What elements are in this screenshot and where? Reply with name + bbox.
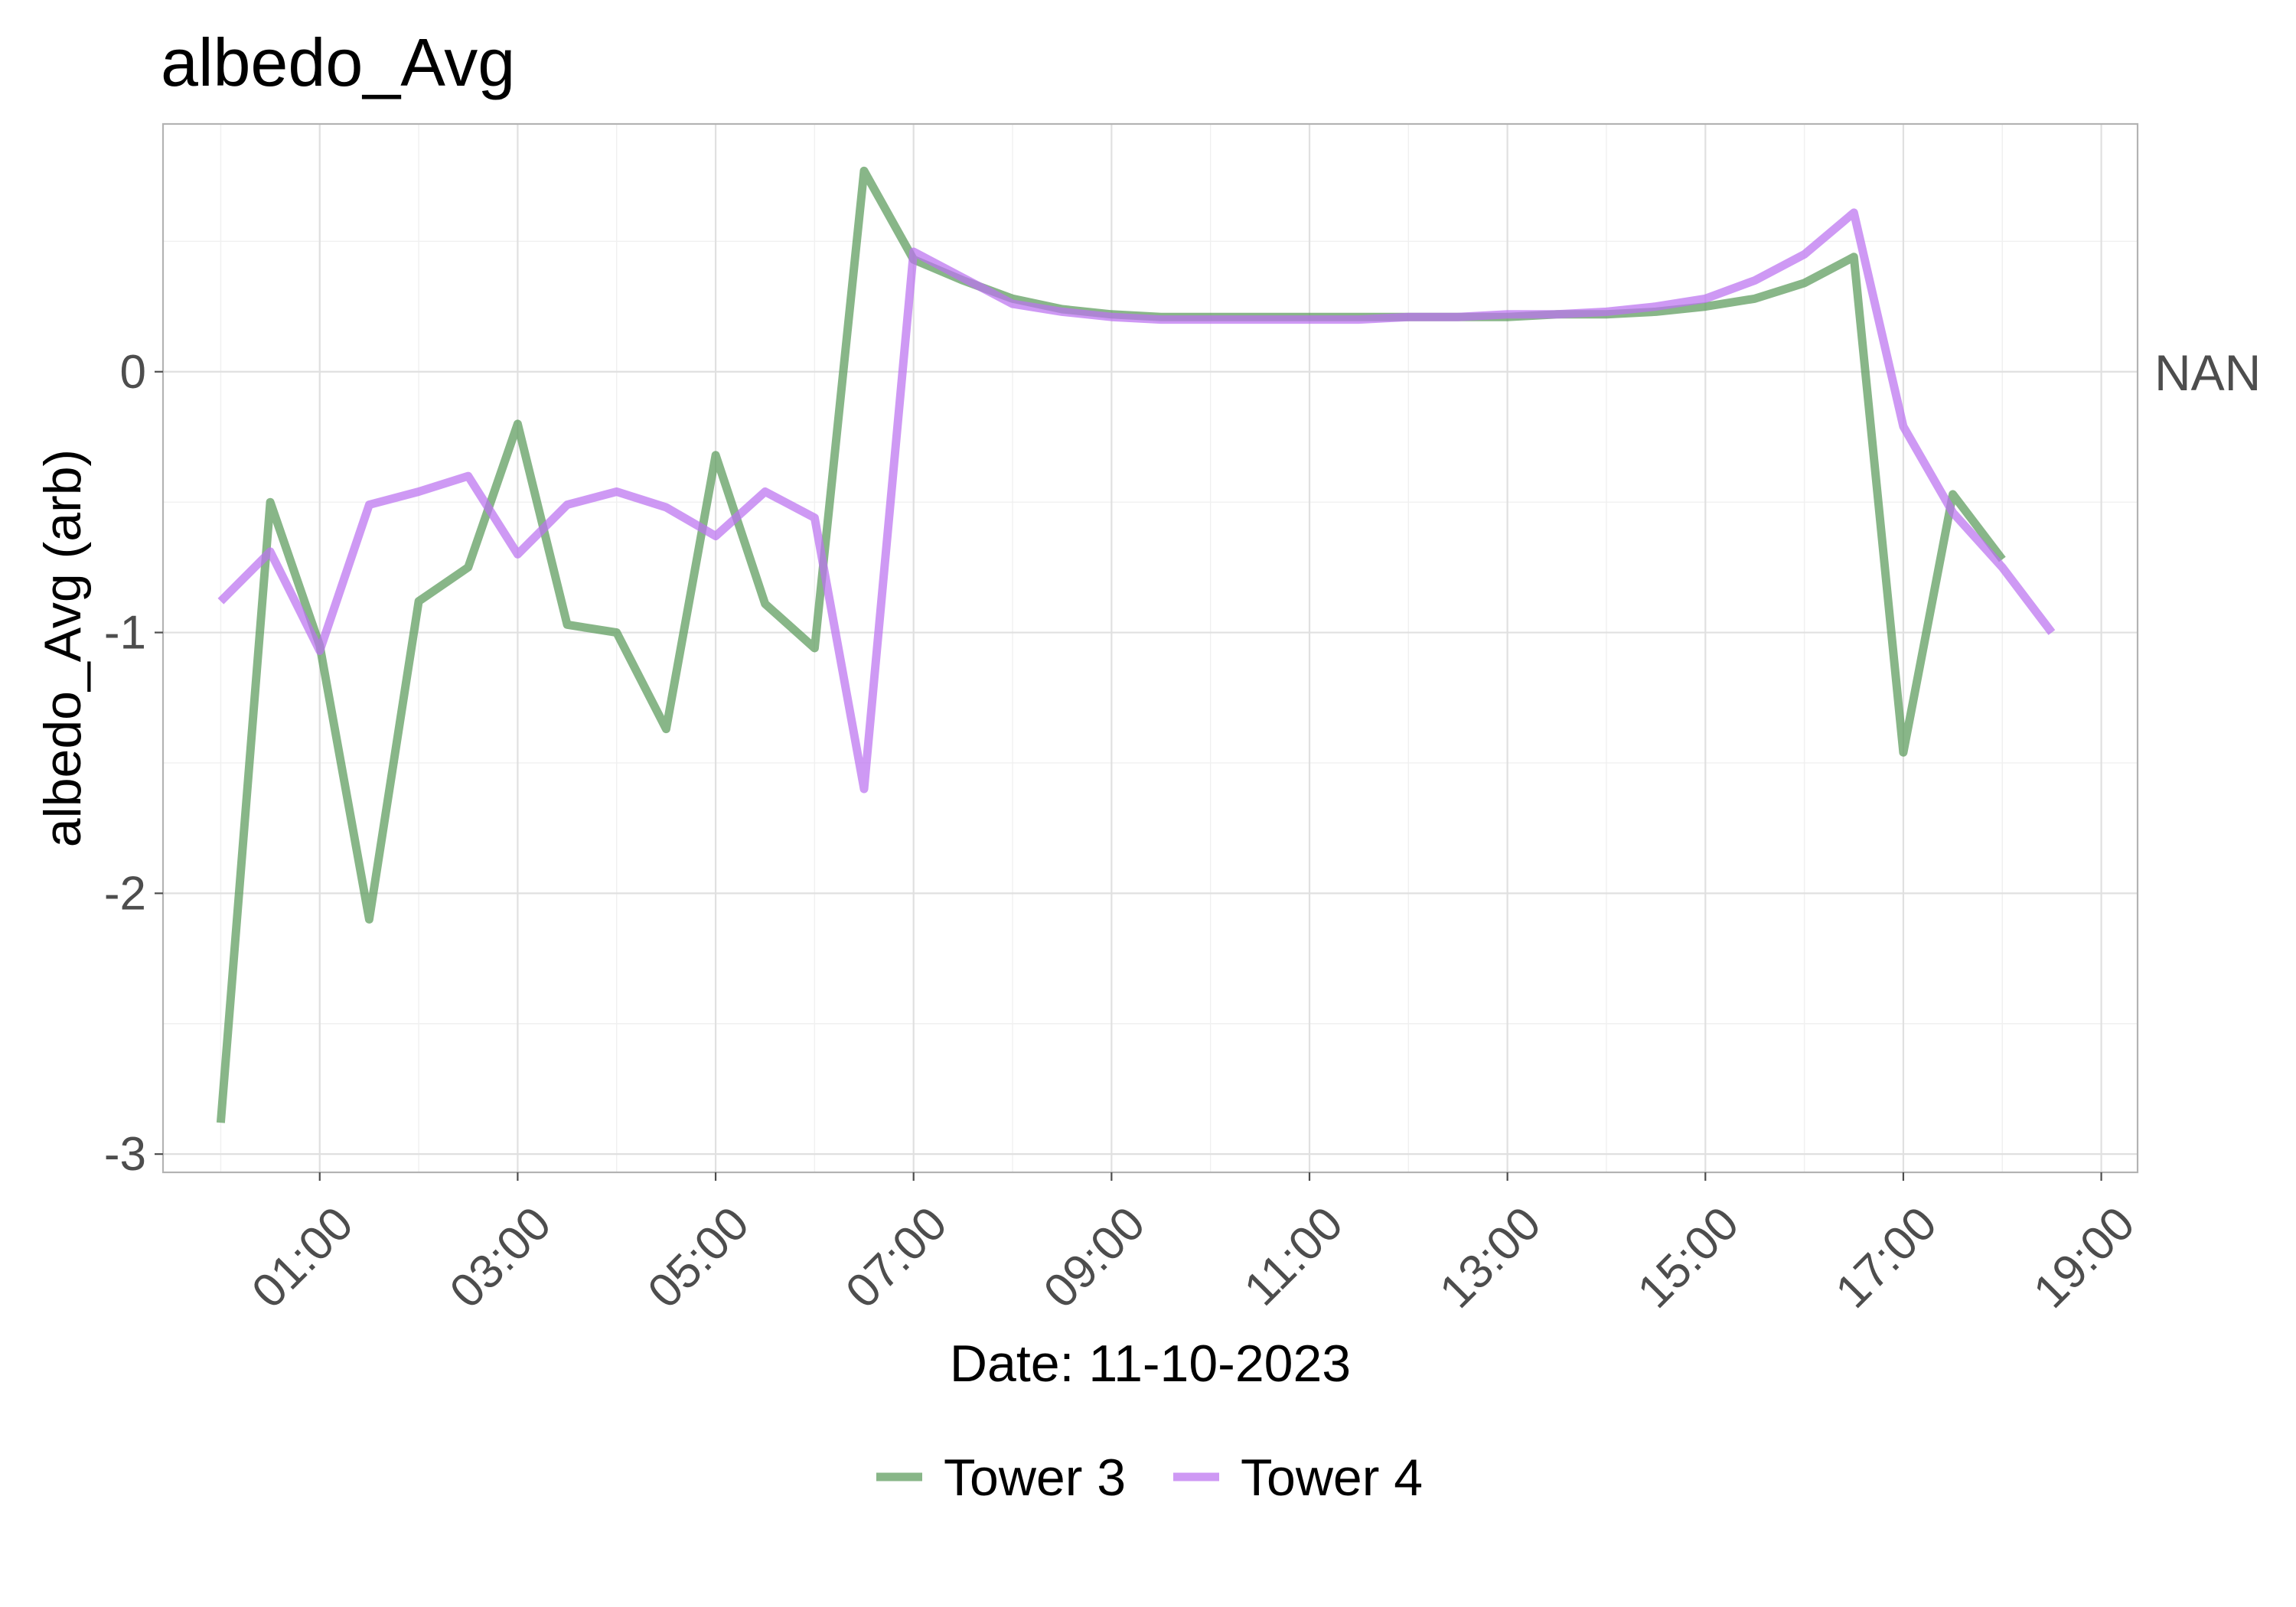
x-tick-label: 09:00 [1034,1197,1156,1319]
x-tick-label: 15:00 [1628,1197,1750,1319]
legend-label-tower-3: Tower 3 [944,1449,1126,1507]
x-tick-label: 19:00 [2024,1197,2145,1319]
series-line-tower-4 [217,208,2056,794]
x-tick-label: 05:00 [638,1197,760,1319]
x-tick-label: 17:00 [1825,1197,1947,1319]
x-axis-title: Date: 11-10-2023 [950,1335,1351,1393]
x-tick-label: 01:00 [242,1197,364,1319]
y-tick-label: -3 [104,1128,146,1181]
x-tick-label: 07:00 [836,1197,957,1319]
x-tick-label: 03:00 [440,1197,562,1319]
facet-strip-label: NAN [2154,344,2261,401]
y-tick-label: -1 [104,607,146,660]
legend: Tower 3 Tower 4 [876,1449,1423,1507]
legend-label-tower-4: Tower 4 [1241,1449,1423,1507]
x-tick-label: 11:00 [1234,1197,1353,1315]
plot-grid [163,124,2138,1172]
y-tick-label: 0 [120,346,146,399]
y-axis-title: albedo_Avg (arb) [34,449,92,847]
chart-title: albedo_Avg [161,24,515,100]
x-tick-label: 13:00 [1430,1197,1551,1319]
plot-panel-border [161,122,2139,1174]
y-tick-label: -2 [104,867,146,920]
plot-series [216,166,2056,1123]
